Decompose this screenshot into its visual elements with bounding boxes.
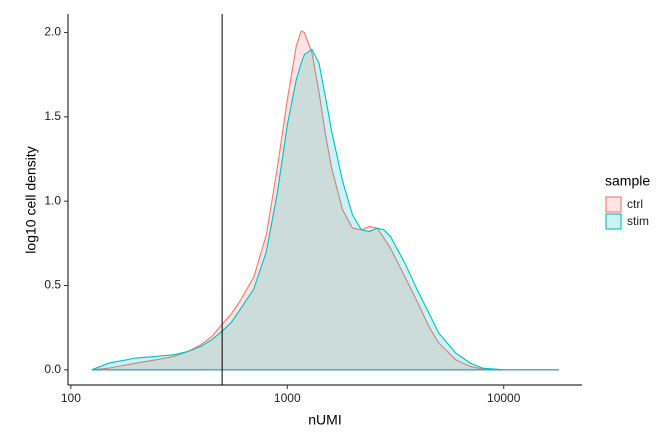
legend-label: ctrl [627, 197, 643, 211]
y-tick-label: 1.5 [44, 109, 61, 123]
y-tick-label: 0.0 [44, 362, 61, 376]
y-tick-label: 0.5 [44, 278, 61, 292]
x-tick-label: 100 [61, 391, 81, 405]
legend-swatch [605, 213, 622, 230]
x-axis-title: nUMI [308, 412, 341, 428]
legend-swatch [605, 196, 622, 213]
density-area [91, 48, 559, 371]
density-area [91, 30, 559, 371]
legend-label: stim [627, 214, 649, 228]
x-tick-label: 10000 [487, 391, 521, 405]
y-axis-title: log10 cell density [23, 146, 39, 253]
legend-title: sample [605, 173, 650, 189]
y-tick-label: 1.0 [44, 193, 61, 207]
y-tick-label: 2.0 [44, 25, 61, 39]
x-tick-label: 1000 [274, 391, 301, 405]
